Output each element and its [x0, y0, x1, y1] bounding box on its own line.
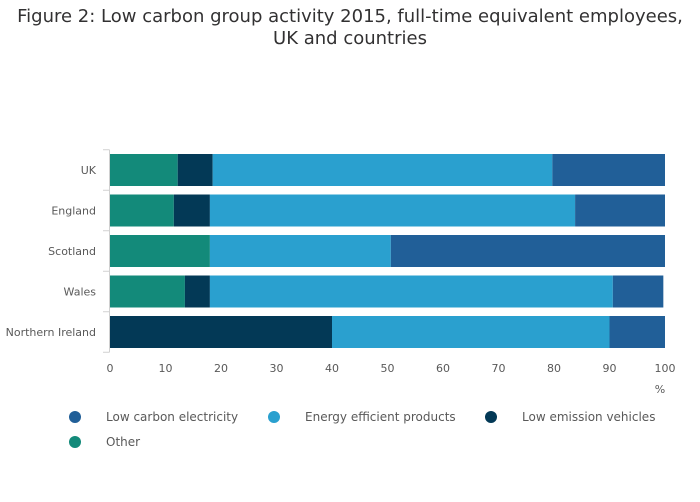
legend-label: Low carbon electricity — [106, 410, 239, 424]
x-tick-label: 20 — [214, 362, 228, 375]
category-label: England — [51, 205, 96, 218]
bar-segment-low-emission-vehicles[interactable] — [184, 275, 210, 308]
bar-segment-energy-efficient-products[interactable] — [209, 235, 391, 267]
category-label: UK — [81, 164, 97, 177]
x-tick-label: 40 — [325, 362, 339, 375]
category-label: Northern Ireland — [6, 326, 96, 339]
x-tick-label: 100 — [655, 362, 676, 375]
legend-item-other[interactable]: Other — [69, 435, 140, 449]
x-tick-label: 10 — [159, 362, 173, 375]
legend-item-low-emission-vehicles[interactable]: Low emission vehicles — [485, 410, 655, 424]
chart-title-line-1: Figure 2: Low carbon group activity 2015… — [17, 6, 683, 27]
x-tick-label: 60 — [436, 362, 450, 375]
bar-segment-low-emission-vehicles[interactable] — [110, 316, 332, 348]
category-label: Wales — [64, 286, 97, 299]
legend-marker — [69, 436, 81, 448]
bar-segment-other[interactable] — [110, 275, 185, 308]
bar-segment-energy-efficient-products[interactable] — [212, 154, 553, 186]
legend-label: Other — [106, 435, 141, 449]
x-tick-label: 0 — [107, 362, 114, 375]
x-tick-label: 50 — [381, 362, 395, 375]
legend-label: Energy efficient products — [305, 410, 456, 424]
bar-segment-low-carbon-electricity[interactable] — [575, 194, 665, 227]
bar-segment-other[interactable] — [110, 194, 174, 227]
bar-segment-other[interactable] — [110, 235, 210, 267]
bar-segment-low-carbon-electricity[interactable] — [390, 235, 665, 267]
bar-segment-low-carbon-electricity[interactable] — [612, 275, 664, 308]
x-tick-label: 70 — [492, 362, 506, 375]
legend-item-low-carbon-electricity[interactable]: Low carbon electricity — [69, 410, 238, 424]
bar-segment-other[interactable] — [110, 154, 178, 186]
x-tick-label: 30 — [270, 362, 284, 375]
chart-title: Figure 2: Low carbon group activity 2015… — [0, 6, 700, 50]
bar-segment-low-emission-vehicles[interactable] — [173, 194, 210, 227]
legend-marker — [485, 411, 497, 423]
bar-segment-low-carbon-electricity[interactable] — [552, 154, 665, 186]
bar-segment-energy-efficient-products[interactable] — [332, 316, 610, 348]
legend-marker — [69, 411, 81, 423]
legend-label: Low emission vehicles — [522, 410, 656, 424]
bar-segment-low-carbon-electricity[interactable] — [609, 316, 666, 348]
bar-segment-energy-efficient-products[interactable] — [209, 194, 576, 227]
x-tick-label: 80 — [547, 362, 561, 375]
x-tick-label: 90 — [603, 362, 617, 375]
bar-segment-energy-efficient-products[interactable] — [209, 275, 613, 308]
legend-item-energy-efficient-products[interactable]: Energy efficient products — [268, 410, 456, 424]
chart-title-line-2: UK and countries — [273, 28, 427, 49]
bar-segment-low-emission-vehicles[interactable] — [177, 154, 213, 186]
legend-marker — [268, 411, 280, 423]
category-label: Scotland — [48, 245, 96, 258]
x-axis-unit: % — [655, 383, 665, 396]
